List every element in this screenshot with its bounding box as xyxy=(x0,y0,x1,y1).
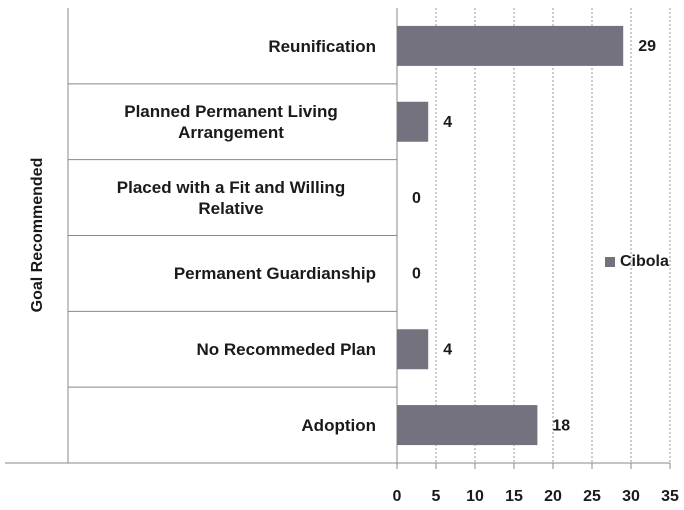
category-label-box: Permanent Guardianship xyxy=(76,236,376,312)
data-label: 18 xyxy=(552,417,570,434)
x-tick-label: 25 xyxy=(583,488,601,505)
x-tick-label: 15 xyxy=(505,488,523,505)
bar xyxy=(397,101,429,142)
y-tick-label: Permanent Guardianship xyxy=(173,264,376,283)
category-label-box: No Recommeded Plan xyxy=(76,311,377,387)
data-label: 4 xyxy=(443,114,452,131)
category-label-box: Reunification xyxy=(76,8,376,84)
data-label: 29 xyxy=(638,38,656,55)
legend-label: Cibola xyxy=(620,253,669,270)
x-tick-label: 5 xyxy=(432,488,441,505)
category-label-box: Adoption xyxy=(76,387,376,463)
bar xyxy=(397,25,624,66)
x-tick-label: 20 xyxy=(544,488,562,505)
y-tick-label: Adoption xyxy=(301,415,376,435)
bar xyxy=(397,329,429,370)
y-tick-label: Placed with a Fit and Willing Relative xyxy=(116,177,346,218)
bar xyxy=(397,405,538,446)
y-axis-label: Goal Recommended xyxy=(29,158,46,313)
category-label-box: Planned Permanent Living Arrangement xyxy=(76,84,376,160)
data-label: 4 xyxy=(443,341,452,358)
x-tick-label: 10 xyxy=(466,488,484,505)
x-tick-label: 35 xyxy=(661,488,679,505)
y-tick-label: No Recommeded Plan xyxy=(196,339,377,359)
data-label: 0 xyxy=(412,266,421,283)
y-tick-label: Planned Permanent Living Arrangement xyxy=(124,101,338,142)
x-tick-label: 0 xyxy=(393,488,402,505)
x-tick-label: 30 xyxy=(622,488,640,505)
data-label: 0 xyxy=(412,190,421,207)
y-tick-label: Reunification xyxy=(268,36,376,56)
legend-swatch xyxy=(605,257,615,267)
category-label-box: Placed with a Fit and Willing Relative xyxy=(76,160,376,236)
